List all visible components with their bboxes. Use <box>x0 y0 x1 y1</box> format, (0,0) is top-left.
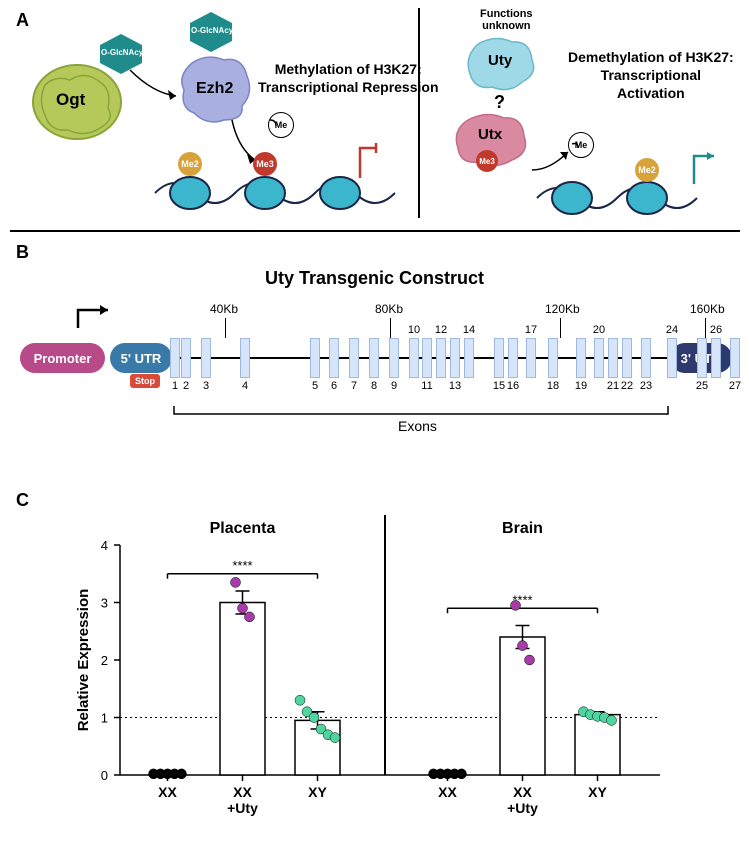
me2-circle-right: Me2 <box>635 158 659 182</box>
panel-a-label: A <box>16 10 29 31</box>
exon-13 <box>450 338 460 378</box>
exon-21 <box>608 338 618 378</box>
exon-23 <box>641 338 651 378</box>
glcnac-label-1: O-GlcNAcyl <box>101 48 145 57</box>
svg-text:XX: XX <box>513 784 532 800</box>
utr5-box: 5' UTR <box>110 343 172 373</box>
svg-text:XX: XX <box>233 784 252 800</box>
exon-16 <box>508 338 518 378</box>
svg-text:+Uty: +Uty <box>227 800 258 816</box>
svg-text:Placenta: Placenta <box>210 520 276 537</box>
panel-a-right-title: Demethylation of H3K27: Transcriptional … <box>568 48 734 103</box>
exon-1 <box>170 338 180 378</box>
svg-text:Relative Expression: Relative Expression <box>75 589 92 732</box>
svg-text:3: 3 <box>101 596 108 611</box>
svg-text:Brain: Brain <box>502 520 543 537</box>
panel-c-label: C <box>16 490 29 511</box>
exon-18 <box>548 338 558 378</box>
exon-26 <box>711 338 721 378</box>
exon-9 <box>389 338 399 378</box>
svg-text:+Uty: +Uty <box>507 800 538 816</box>
exon-19 <box>576 338 586 378</box>
me3-circle-left: Me3 <box>253 152 277 176</box>
svg-text:1: 1 <box>101 711 108 726</box>
svg-text:4: 4 <box>101 538 108 553</box>
uty-label: Uty <box>488 52 512 69</box>
exon-5 <box>310 338 320 378</box>
panel-a-divider <box>418 8 420 218</box>
svg-text:XX: XX <box>158 784 177 800</box>
svg-text:XY: XY <box>588 784 607 800</box>
promoter-box: Promoter <box>20 343 105 373</box>
glcnac-label-2: O-GlcNAcyl <box>191 26 235 35</box>
exon-10 <box>409 338 419 378</box>
ezh2-label: Ezh2 <box>196 80 233 98</box>
exon-25 <box>697 338 707 378</box>
exons-label: Exons <box>398 418 437 434</box>
svg-text:2: 2 <box>101 653 108 668</box>
me3-utx: Me3 <box>476 150 498 172</box>
exon-20 <box>594 338 604 378</box>
promoter-arrow <box>70 302 120 332</box>
ogt-label: Ogt <box>56 90 85 110</box>
svg-text:0: 0 <box>101 768 108 783</box>
panel-b-title: Uty Transgenic Construct <box>0 268 749 289</box>
exon-11 <box>422 338 432 378</box>
divider-ab <box>10 230 740 232</box>
svg-text:****: **** <box>232 558 252 573</box>
exon-4 <box>240 338 250 378</box>
exon-24 <box>667 338 677 378</box>
exon-8 <box>369 338 379 378</box>
exon-12 <box>436 338 446 378</box>
exon-2 <box>181 338 191 378</box>
exon-6 <box>329 338 339 378</box>
exon-15 <box>494 338 504 378</box>
svg-text:XY: XY <box>308 784 327 800</box>
stop-box: Stop <box>130 374 160 388</box>
activation-arrow <box>688 148 723 188</box>
exon-3 <box>201 338 211 378</box>
repression-arrow <box>352 140 382 180</box>
exon-7 <box>349 338 359 378</box>
exon-22 <box>622 338 632 378</box>
panel-b-label: B <box>16 242 29 263</box>
svg-text:XX: XX <box>438 784 457 800</box>
utx-label: Utx <box>478 126 502 143</box>
exon-14 <box>464 338 474 378</box>
me2-circle-left: Me2 <box>178 152 202 176</box>
exon-27 <box>730 338 740 378</box>
panel-a-left-title: Methylation of H3K27: Transcriptional Re… <box>258 60 439 96</box>
chart-c: 0 1 2 3 4 Relative Expression Placenta **** XX XX… <box>70 510 690 840</box>
functions-unknown: Functions unknown <box>480 8 533 32</box>
exon-17 <box>526 338 536 378</box>
